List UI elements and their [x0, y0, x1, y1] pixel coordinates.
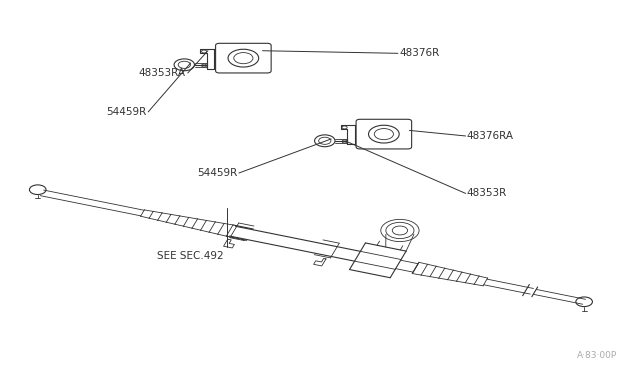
- Text: 48353RA: 48353RA: [139, 68, 186, 78]
- Text: 54459R: 54459R: [106, 107, 147, 117]
- Text: SEE SEC.492: SEE SEC.492: [157, 251, 224, 262]
- Text: 48376R: 48376R: [400, 48, 440, 58]
- Text: 54459R: 54459R: [196, 168, 237, 178]
- Text: 48376RA: 48376RA: [467, 131, 514, 141]
- Text: A·83·00P: A·83·00P: [577, 351, 617, 360]
- Text: 48353R: 48353R: [467, 188, 507, 198]
